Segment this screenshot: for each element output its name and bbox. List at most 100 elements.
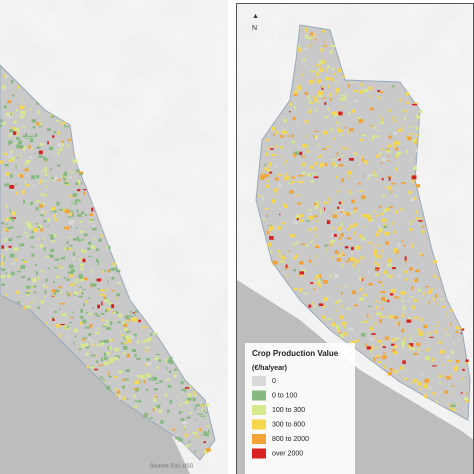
- crop-patch: [401, 299, 405, 303]
- crop-patch: [296, 255, 299, 259]
- crop-patch: [54, 289, 60, 293]
- crop-patch: [323, 41, 325, 43]
- crop-patch: [321, 315, 326, 319]
- crop-patch: [411, 286, 414, 290]
- crop-patch: [57, 149, 62, 151]
- crop-patch: [372, 336, 377, 339]
- crop-patch: [167, 384, 172, 388]
- crop-patch: [16, 144, 20, 149]
- crop-patch: [184, 388, 186, 393]
- crop-patch: [21, 259, 26, 262]
- crop-patch: [5, 272, 8, 275]
- crop-patch: [388, 109, 391, 112]
- crop-patch: [29, 302, 34, 304]
- crop-patch: [66, 278, 70, 281]
- crop-patch: [63, 173, 67, 176]
- crop-patch: [54, 218, 56, 221]
- legend-label: 100 to 300: [272, 407, 305, 414]
- crop-patch: [45, 194, 48, 197]
- crop-patch: [82, 250, 87, 254]
- crop-patch: [62, 121, 66, 125]
- crop-patch: [337, 127, 340, 132]
- crop-patch: [289, 110, 291, 113]
- crop-patch: [263, 164, 266, 167]
- crop-patch: [19, 105, 25, 110]
- crop-patch: [70, 202, 74, 204]
- crop-patch: [12, 94, 15, 97]
- crop-patch: [282, 130, 287, 134]
- crop-patch: [397, 128, 403, 132]
- crop-patch: [383, 209, 387, 213]
- crop-patch: [341, 200, 343, 203]
- crop-patch: [311, 70, 314, 72]
- crop-patch: [402, 125, 404, 128]
- crop-patch: [45, 158, 49, 161]
- left-map: Sources: Esri, USG: [0, 0, 228, 474]
- crop-patch: [109, 359, 114, 364]
- crop-patch: [59, 123, 62, 126]
- crop-patch: [389, 293, 394, 296]
- crop-patch: [78, 200, 81, 203]
- crop-patch: [103, 324, 109, 327]
- crop-patch: [49, 146, 54, 151]
- crop-patch: [371, 136, 374, 141]
- crop-patch: [5, 172, 10, 176]
- crop-patch: [37, 238, 40, 240]
- crop-patch: [390, 289, 396, 293]
- crop-patch: [0, 284, 6, 286]
- crop-patch: [95, 248, 100, 252]
- crop-patch: [387, 258, 392, 263]
- crop-patch: [398, 99, 403, 101]
- crop-patch: [335, 250, 338, 253]
- crop-patch: [279, 260, 285, 263]
- crop-patch: [381, 148, 385, 151]
- crop-patch: [361, 214, 366, 217]
- crop-patch: [296, 85, 301, 89]
- crop-patch: [34, 291, 37, 294]
- crop-patch: [398, 321, 401, 326]
- crop-patch: [89, 219, 94, 221]
- crop-patch: [331, 255, 333, 259]
- crop-patch: [72, 257, 75, 261]
- crop-patch: [54, 218, 58, 222]
- crop-patch: [375, 346, 379, 349]
- crop-patch: [168, 370, 172, 373]
- crop-patch: [300, 243, 306, 245]
- crop-patch: [387, 299, 390, 303]
- crop-patch: [381, 283, 384, 287]
- crop-patch: [45, 185, 47, 188]
- crop-patch: [79, 286, 82, 288]
- crop-patch: [345, 260, 348, 263]
- crop-patch: [411, 179, 415, 182]
- crop-patch: [269, 250, 273, 254]
- crop-patch: [376, 244, 381, 246]
- crop-patch: [314, 130, 319, 133]
- crop-patch: [23, 163, 28, 166]
- crop-patch: [412, 379, 418, 383]
- crop-patch: [432, 260, 438, 264]
- crop-patch: [74, 202, 78, 205]
- crop-patch: [334, 300, 339, 304]
- crop-patch: [411, 305, 415, 310]
- crop-patch: [153, 332, 158, 335]
- crop-patch: [283, 257, 286, 259]
- crop-patch: [421, 254, 424, 257]
- crop-patch: [328, 244, 332, 247]
- crop-patch: [367, 241, 373, 244]
- crop-patch: [102, 325, 107, 327]
- crop-patch: [61, 175, 63, 178]
- crop-patch: [58, 286, 62, 289]
- crop-patch: [289, 190, 294, 194]
- crop-patch: [374, 268, 378, 271]
- crop-patch: [337, 328, 340, 333]
- crop-patch: [302, 144, 307, 148]
- crop-patch: [306, 45, 310, 47]
- crop-patch: [361, 155, 363, 160]
- crop-patch: [95, 331, 100, 334]
- crop-patch: [26, 222, 32, 227]
- crop-patch: [316, 69, 319, 72]
- crop-patch: [83, 191, 86, 195]
- crop-patch: [277, 226, 281, 230]
- crop-patch: [56, 179, 62, 181]
